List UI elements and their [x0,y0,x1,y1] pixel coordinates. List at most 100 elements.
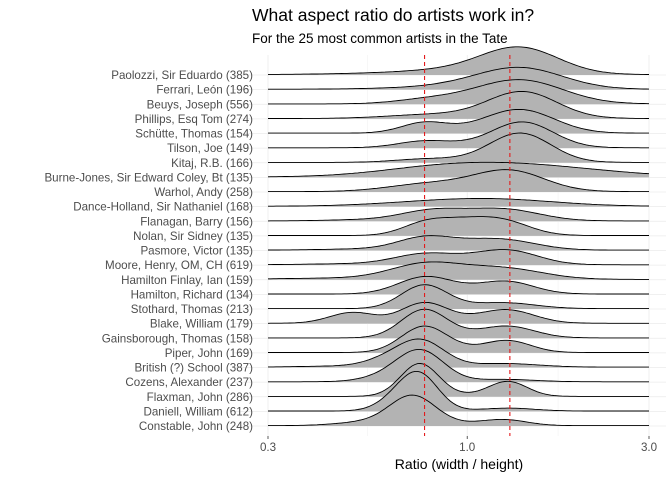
ridge-fill [268,133,649,163]
ridge-outline [268,308,649,339]
ridge-outline [268,275,649,295]
y-axis-label: Pasmore, Victor (135) [140,245,253,258]
ridge-outline [268,46,649,75]
ridge-fill [268,109,649,134]
y-axis-label: Kitaj, R.B. (166) [171,157,253,170]
ridge-17 [268,284,649,310]
ridge-outline [267,301,649,324]
ridge-4 [268,90,649,119]
ridge-fill [268,235,649,251]
y-axis-label: Moore, Henry, OM, CH (619) [105,259,253,272]
x-tick-label: 0.3 [260,441,276,454]
ridge-outline [268,249,649,266]
ridge-19 [268,308,649,339]
x-tick-label: 3.0 [641,441,657,454]
y-axis-label: Ferrari, León (196) [156,84,253,97]
y-axis-label: Hamilton, Richard (134) [131,288,254,301]
y-axis-label: Blake, William (179) [150,318,253,331]
y-axis-label: Tilson, Joe (149) [167,142,253,155]
y-axis-label: Piper, John (169) [165,347,253,360]
ridge-outline [268,394,649,427]
y-axis-label: Paolozzi, Sir Eduardo (385) [111,69,253,82]
chart-title: What aspect ratio do artists work in? [252,5,535,25]
ridge-23 [268,363,649,397]
ridge-21 [268,338,649,368]
ridge-fill [268,284,649,309]
ridge-11 [267,207,649,222]
y-axis-label: Phillips, Esq Tom (274) [135,113,253,126]
y-axis-label: Warhol, Andy (258) [154,186,253,199]
y-axis-label: Dance-Holland, Sir Nathaniel (168) [73,201,253,214]
x-tick-label: 1.0 [459,441,475,454]
reference-lines [423,55,511,436]
ridge-fill [268,339,649,368]
ridge-outline [268,370,649,412]
ridge-fill [268,162,649,178]
ridge-13 [268,235,649,251]
x-axis-title: Ratio (width / height) [395,456,523,472]
y-axis-label: Daniell, William (612) [143,405,253,418]
ridge-15 [268,261,649,280]
ridge-2 [268,66,650,90]
ridge-fill [268,302,649,324]
y-axis-label: Flaxman, John (286) [147,391,253,404]
ridge-fill [268,249,649,266]
ridge-18 [267,301,649,324]
ridge-outline [268,108,649,134]
ridge-fill [268,326,649,353]
chart-subtitle: For the 25 most common artists in the Ta… [252,31,508,46]
ridge-fill [268,216,649,236]
y-axis-label: Burne-Jones, Sir Edward Coley, Bt (135) [44,171,253,184]
ridge-1 [268,46,649,75]
ridge-outline [268,132,649,163]
ridge-outline [268,284,649,310]
ridge-3 [268,79,650,105]
y-axis-label: Flanagan, Barry (156) [140,215,253,228]
ridge-20 [268,325,649,353]
ridge-12 [268,216,649,236]
x-axis-ticks: 0.3 1.0 3.0 [260,436,657,454]
y-axis-label: Hamilton Finlay, Ian (159) [121,274,253,287]
ridge-fill [268,349,649,383]
y-axis-label: Stothard, Thomas (213) [131,303,253,316]
ridge-outline [268,216,649,236]
ridge-layer [267,46,650,427]
y-axis-labels: Paolozzi, Sir Eduardo (385) Ferrari, León… [44,69,253,433]
ridge-25 [268,394,649,427]
ridge-fill [268,309,649,339]
ridge-10 [268,198,650,207]
y-axis-label: Cozens, Alexander (237) [125,376,253,389]
ridge-outline [268,79,650,105]
ridge-fill [268,208,649,222]
ridge-outline [268,325,649,353]
y-axis-label: Beuys, Joseph (556) [147,98,253,111]
ridge-outline [268,261,649,280]
ridge-fill [268,121,649,149]
ridge-7 [268,132,649,163]
ridge-fill [268,276,649,295]
ridge-fill [268,91,649,119]
ridge-outline [268,338,649,368]
ridge-outline [268,66,650,90]
ridge-22 [268,348,649,383]
ridge-outline [267,161,650,178]
ridge-outline [268,348,649,383]
ridge-5 [268,108,649,134]
ridge-outline [267,207,649,222]
ridge-outline [268,169,649,193]
ridge-24 [268,370,649,412]
ridge-8 [267,161,650,178]
ridge-fill [268,198,649,207]
ridge-outline [268,121,649,149]
ridge-6 [268,121,649,149]
y-axis-label: Schütte, Thomas (154) [135,128,253,141]
ridge-9 [268,169,649,193]
ridge-outline [268,235,649,251]
ridge-fill [268,46,649,75]
ridge-outline [268,363,649,397]
ridge-fill [268,67,649,90]
y-axis-label: Nolan, Sir Sidney (135) [133,230,253,243]
y-axis-label: British (?) School (387) [134,362,253,375]
ridge-outline [268,90,649,119]
